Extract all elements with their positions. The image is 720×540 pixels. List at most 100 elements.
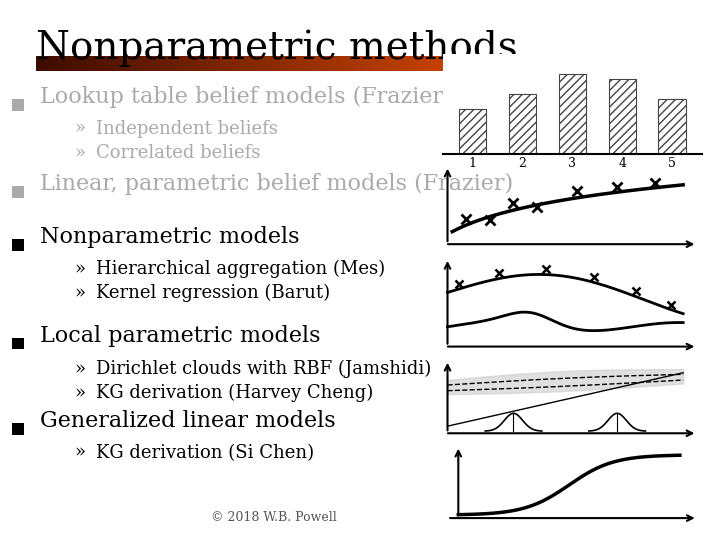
Bar <box>299 56 300 71</box>
Bar <box>132 56 133 71</box>
Bar <box>254 56 256 71</box>
Bar <box>251 56 253 71</box>
Bar <box>87 56 89 71</box>
Bar <box>289 56 290 71</box>
Bar <box>438 56 440 71</box>
Bar <box>242 56 243 71</box>
Bar <box>228 56 229 71</box>
Bar <box>453 56 454 71</box>
Bar <box>93 56 94 71</box>
Bar <box>269 56 270 71</box>
Bar <box>209 56 210 71</box>
Bar <box>376 56 377 71</box>
Bar <box>348 56 350 71</box>
Bar <box>306 56 307 71</box>
Bar <box>69 56 71 71</box>
Bar <box>379 56 380 71</box>
Bar <box>138 56 139 71</box>
Bar <box>276 56 277 71</box>
Bar <box>406 56 408 71</box>
Bar <box>374 56 376 71</box>
Bar <box>62 56 63 71</box>
Bar <box>330 56 332 71</box>
Bar <box>423 56 424 71</box>
Bar <box>239 56 240 71</box>
Bar <box>76 56 78 71</box>
Bar <box>204 56 206 71</box>
Bar <box>303 56 305 71</box>
Bar <box>71 56 72 71</box>
Bar <box>341 56 343 71</box>
Text: Nonparametric methods: Nonparametric methods <box>36 30 518 67</box>
Bar <box>307 56 309 71</box>
Bar <box>52 56 53 71</box>
Bar <box>180 56 181 71</box>
Bar <box>99 56 100 71</box>
Text: Generalized linear models: Generalized linear models <box>40 410 336 432</box>
Bar <box>89 56 90 71</box>
Bar <box>126 56 127 71</box>
Bar <box>340 56 341 71</box>
Bar <box>405 56 406 71</box>
Text: Hierarchical aggregation (Mes): Hierarchical aggregation (Mes) <box>96 260 385 278</box>
Bar <box>372 56 373 71</box>
Bar <box>107 56 109 71</box>
Bar <box>419 56 420 71</box>
Bar <box>164 56 166 71</box>
Bar <box>100 56 102 71</box>
Bar <box>261 56 263 71</box>
Bar <box>354 56 356 71</box>
Bar <box>346 56 347 71</box>
Text: Dirichlet clouds with RBF (Jamshidi): Dirichlet clouds with RBF (Jamshidi) <box>96 360 431 378</box>
Bar <box>166 56 167 71</box>
Bar <box>245 56 246 71</box>
Bar <box>279 56 280 71</box>
Bar <box>168 56 170 71</box>
Bar <box>48 56 49 71</box>
Bar <box>216 56 217 71</box>
Bar <box>12 338 24 349</box>
Bar <box>212 56 213 71</box>
Bar <box>351 56 353 71</box>
Bar <box>163 56 164 71</box>
Bar <box>55 56 56 71</box>
Bar <box>263 56 264 71</box>
Bar <box>413 56 415 71</box>
Bar <box>43 56 45 71</box>
Bar <box>436 56 437 71</box>
Bar <box>297 56 299 71</box>
Bar <box>49 56 50 71</box>
Bar <box>96 56 97 71</box>
Bar <box>173 56 174 71</box>
Bar <box>380 56 382 71</box>
Bar <box>296 56 297 71</box>
Bar <box>447 56 449 71</box>
Bar <box>267 56 269 71</box>
Bar <box>156 56 158 71</box>
Bar <box>300 56 302 71</box>
Bar <box>260 56 261 71</box>
Bar <box>350 56 351 71</box>
Text: Kernel regression (Barut): Kernel regression (Barut) <box>96 284 330 302</box>
Bar <box>357 56 359 71</box>
Bar <box>246 56 248 71</box>
Bar <box>91 56 93 71</box>
Bar <box>63 56 65 71</box>
Bar <box>133 56 135 71</box>
Bar <box>222 56 223 71</box>
Bar <box>456 56 457 71</box>
Bar <box>152 56 153 71</box>
Text: Lookup table belief models (Frazier): Lookup table belief models (Frazier) <box>40 86 451 108</box>
Bar <box>112 56 113 71</box>
Bar <box>196 56 197 71</box>
Bar <box>159 56 161 71</box>
Bar <box>153 56 155 71</box>
Bar <box>290 56 292 71</box>
Bar <box>136 56 138 71</box>
Bar <box>179 56 180 71</box>
Bar <box>428 56 430 71</box>
Bar <box>390 56 392 71</box>
Bar <box>142 56 143 71</box>
Bar <box>94 56 96 71</box>
Bar <box>415 56 416 71</box>
